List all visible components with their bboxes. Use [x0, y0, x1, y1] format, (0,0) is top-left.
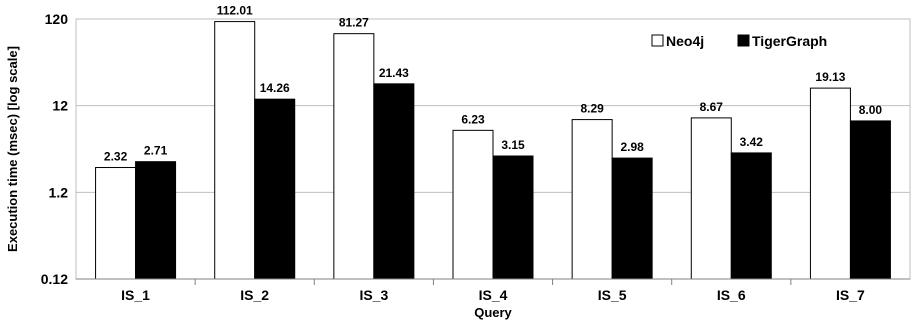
bar-tigergraph-is_7: [849, 120, 891, 280]
x-axis-title: Query: [474, 305, 512, 320]
data-label: 112.01: [217, 4, 253, 18]
legend-swatch-tigergraph: [737, 34, 750, 47]
data-label: 2.32: [104, 150, 128, 164]
x-tick-label: IS_5: [598, 287, 627, 303]
data-label: 2.71: [144, 144, 168, 158]
bar-neo4j-is_4: [452, 129, 494, 280]
labels: 0.12 1.2 12 120 2.32 2.71 IS_1 112.01 14.26 IS_2 8…: [41, 4, 883, 303]
y-tick-label: 0.12: [41, 271, 68, 287]
data-label: 21.43: [379, 66, 409, 80]
x-tick-label: IS_4: [479, 287, 508, 303]
data-label: 2.98: [620, 140, 644, 154]
bar-tigergraph-is_4: [492, 155, 534, 280]
y-tick-label: 12: [52, 98, 68, 114]
data-label: 81.27: [339, 16, 369, 30]
data-label: 8.00: [859, 103, 883, 117]
x-tick-label: IS_1: [121, 287, 150, 303]
data-label: 8.29: [580, 102, 604, 116]
data-label: 6.23: [461, 112, 485, 126]
y-tick-label: 120: [45, 11, 69, 27]
data-label: 19.13: [815, 70, 845, 84]
bar-tigergraph-is_6: [730, 152, 772, 280]
bar-tigergraph-is_2: [254, 98, 296, 280]
data-label: 14.26: [260, 81, 290, 95]
bars: [95, 21, 891, 280]
data-label: 8.67: [700, 100, 724, 114]
bar-neo4j-is_3: [333, 33, 375, 280]
data-label: 3.15: [501, 138, 525, 152]
y-tick-label: 1.2: [49, 184, 69, 200]
x-tick-label: IS_2: [240, 287, 269, 303]
x-tick-label: IS_6: [717, 287, 746, 303]
x-tick-label: IS_3: [359, 287, 388, 303]
legend: Neo4j TigerGraph: [651, 33, 827, 49]
axes: [75, 18, 911, 285]
y-axis-title: Execution time (msec) [log scale]: [5, 46, 20, 252]
bar-tigergraph-is_5: [611, 157, 653, 280]
bar-neo4j-is_2: [214, 21, 256, 280]
bar-neo4j-is_5: [571, 119, 613, 280]
bar-tigergraph-is_1: [135, 161, 177, 280]
bar-tigergraph-is_3: [373, 83, 415, 280]
legend-swatch-neo4j: [651, 34, 664, 47]
data-label: 3.42: [740, 135, 764, 149]
bar-neo4j-is_7: [809, 87, 851, 280]
bar-neo4j-is_1: [95, 167, 137, 280]
x-tick-label: IS_7: [836, 287, 865, 303]
legend-label-neo4j: Neo4j: [666, 33, 704, 49]
bar-neo4j-is_6: [690, 117, 732, 280]
legend-label-tigergraph: TigerGraph: [752, 33, 827, 49]
